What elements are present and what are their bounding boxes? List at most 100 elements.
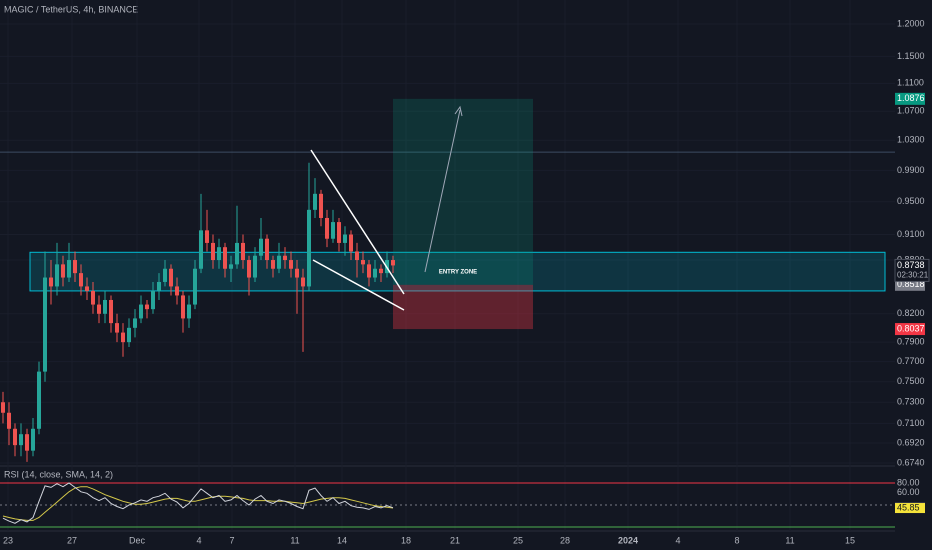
price-tick-label: 1.0700	[897, 106, 925, 116]
candle-body	[235, 242, 239, 265]
candle-body	[25, 434, 29, 451]
chart-title: MAGIC / TetherUS, 4h, BINANCE	[4, 4, 138, 14]
candle-body	[229, 264, 233, 269]
candle-body	[73, 260, 77, 274]
candle-body	[361, 260, 365, 265]
candle-body	[61, 264, 65, 278]
candle-body	[121, 332, 125, 343]
time-tick-label: 2024	[618, 535, 638, 545]
candle-body	[49, 277, 53, 287]
price-tick-label: 1.0300	[897, 135, 925, 145]
rsi-line	[2, 482, 394, 524]
candle-body	[55, 264, 59, 287]
candle-body	[367, 264, 371, 278]
price-tick-label: 0.8200	[897, 308, 925, 318]
candle-body	[151, 290, 155, 310]
candle-body	[313, 193, 317, 210]
price-tick-label: 1.2000	[897, 18, 925, 28]
candle-body	[31, 428, 35, 451]
last-price-bg	[894, 258, 930, 282]
candle-body	[205, 230, 209, 243]
candle-body	[241, 242, 245, 261]
time-tick-label: 11	[785, 535, 794, 545]
candle-body	[295, 268, 299, 278]
time-tick-label: 18	[401, 535, 411, 545]
candle-body	[307, 209, 311, 287]
candle-body	[1, 402, 5, 413]
candle-body	[127, 327, 131, 343]
last-price-tag: 0.8738	[897, 260, 925, 270]
candle-body	[319, 193, 323, 218]
candle-body	[187, 304, 191, 319]
candle-body	[325, 217, 329, 239]
price-tick-label: 0.6920	[897, 437, 925, 447]
candle-body	[259, 238, 263, 256]
time-tick-label: Dec	[129, 535, 146, 545]
candle-body	[391, 260, 395, 266]
candle-body	[337, 222, 341, 243]
stop-price-tag: 0.8037	[897, 323, 925, 333]
candle-body	[139, 304, 143, 319]
rsi-sma-tag: 45.85	[897, 502, 920, 512]
time-tick-label: 11	[290, 535, 299, 545]
candle-body	[217, 247, 221, 261]
candle-body	[79, 273, 83, 287]
price-tick-label: 1.1500	[897, 51, 925, 61]
candle-body	[109, 299, 113, 324]
entry-price-tag: 0.8518	[897, 279, 925, 289]
candle-body	[277, 255, 281, 269]
candle-body	[163, 268, 167, 282]
candle-body	[199, 230, 203, 269]
target-price-tag: 1.0876	[897, 93, 925, 103]
price-tick-label: 0.9500	[897, 196, 925, 206]
time-tick-label: 15	[845, 535, 855, 545]
candle-body	[13, 428, 17, 446]
candle-body	[181, 295, 185, 319]
target-price-tag-bg	[895, 92, 925, 105]
candle-body	[43, 277, 47, 372]
time-tick-label: 8	[734, 535, 739, 545]
candle-body	[175, 286, 179, 296]
arrow-line	[424, 109, 461, 273]
candle-body	[157, 281, 161, 291]
candle-body	[211, 242, 215, 261]
time-tick-label: 7	[229, 535, 234, 545]
candle-body	[67, 260, 71, 278]
candle-body	[343, 234, 347, 243]
candle-body	[289, 260, 293, 269]
rsi-tick-label: 80.00	[897, 477, 920, 487]
stop-area	[393, 284, 533, 330]
candle-body	[19, 434, 23, 446]
price-tick-label: 0.9100	[897, 229, 925, 239]
time-tick-label: 4	[675, 535, 680, 545]
candle-body	[349, 234, 353, 252]
wedge-line	[312, 259, 405, 311]
candle-body	[253, 255, 257, 278]
time-tick-label: 4	[196, 535, 201, 545]
candle-body	[145, 304, 149, 310]
time-tick-label: 23	[3, 535, 13, 545]
rsi-title: RSI (14, close, SMA, 14, 2)	[4, 469, 113, 479]
price-tick-label: 0.6740	[897, 457, 925, 467]
price-tick-label: 0.7300	[897, 397, 925, 407]
candle-body	[85, 286, 89, 291]
price-tick-label: 0.7100	[897, 418, 925, 428]
candle-body	[37, 371, 41, 429]
candle-body	[115, 323, 119, 333]
candle-body	[193, 268, 197, 305]
candle-body	[169, 268, 173, 287]
price-tick-label: 0.7500	[897, 376, 925, 386]
rsi-sma-tag-bg	[895, 503, 925, 514]
price-tick-label: 0.7700	[897, 356, 925, 366]
candle-body	[133, 318, 137, 328]
candle-body	[247, 260, 251, 278]
time-tick-label: 28	[560, 535, 570, 545]
candle-body	[265, 238, 269, 261]
candle-body	[91, 290, 95, 305]
time-tick-label: 14	[337, 535, 347, 545]
time-tick-label: 21	[450, 535, 460, 545]
candle-body	[97, 304, 101, 314]
time-tick-label: 27	[67, 535, 77, 545]
